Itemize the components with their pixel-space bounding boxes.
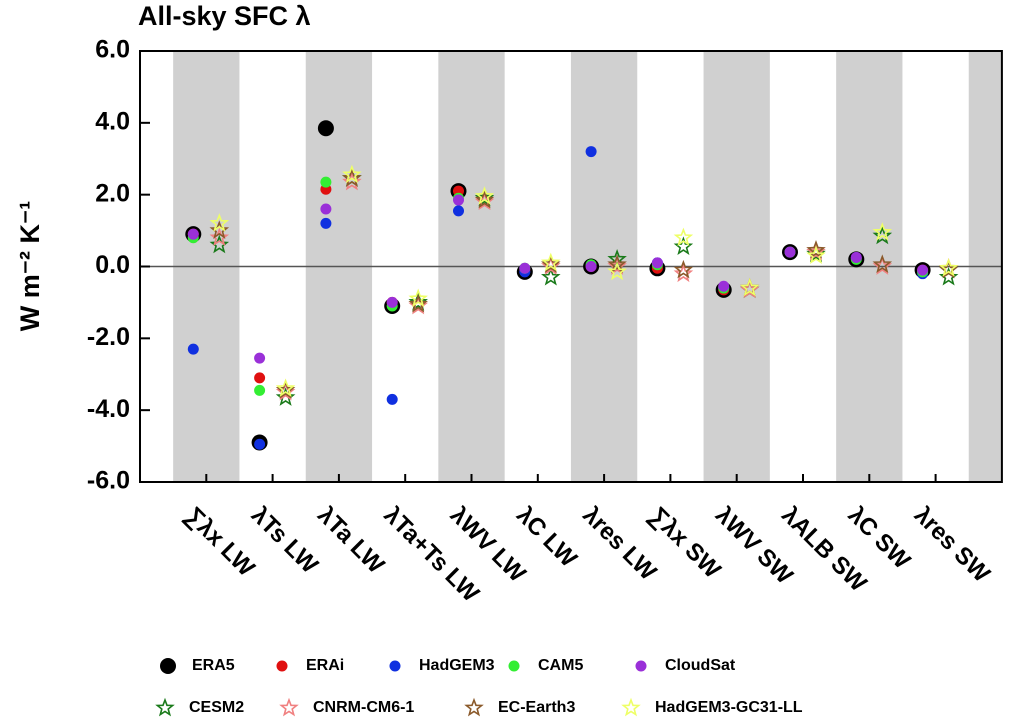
point [474,186,495,205]
point [784,246,796,258]
point [872,225,893,245]
point [386,296,398,308]
legend-marker [160,658,176,674]
point [386,393,398,405]
point [187,343,199,355]
legend-marker [464,697,484,717]
point [209,234,230,254]
point [673,259,694,279]
point [254,352,266,364]
y-tick-label: -2.0 [87,323,130,351]
point [607,261,627,281]
legend-label: CloudSat [665,657,736,674]
point [673,236,694,256]
point [408,293,428,313]
x-tick-label: λTa LW [312,502,389,579]
y-tick-label: -4.0 [87,395,130,423]
point [408,288,428,308]
legend-marker [508,660,520,672]
point [474,189,495,209]
point [938,267,959,286]
point [209,220,230,239]
point [585,261,597,272]
point [453,194,464,206]
point [254,384,266,396]
point [342,164,362,184]
point [541,252,561,272]
point [453,205,464,217]
legend-label: HadGEM3 [419,657,495,674]
y-tick-label: 0.0 [95,251,130,279]
y-tick-label: 2.0 [95,179,130,207]
point [209,213,230,232]
legend-marker [155,697,175,717]
point [320,217,332,229]
legend-label: CAM5 [538,657,583,674]
point [850,252,862,264]
legend-marker [279,697,299,717]
y-tick-label: 6.0 [95,36,130,64]
point [320,203,332,215]
point [342,171,362,191]
point [519,262,531,274]
point [872,254,893,274]
point [718,280,730,292]
legend-marker [635,660,647,672]
legend-label: HadGEM3-GC31-LL [655,699,803,716]
point [187,228,199,240]
point [938,258,959,277]
point [275,378,296,397]
point [254,372,266,384]
x-tick-label: λTs LW [246,502,323,579]
legend-marker [389,660,401,672]
legend-label: CNRM-CM6-1 [313,699,414,716]
legend-label: EC-Earth3 [498,699,575,716]
point [739,277,760,297]
point [541,267,561,286]
legend-label: ERA5 [192,657,235,674]
point [673,263,694,283]
x-tick-label: λres SW [909,502,995,588]
y-axis-label: W m⁻² K⁻¹ [15,201,45,331]
point [917,264,929,276]
legend-label: CESM2 [189,699,244,716]
point [317,120,334,137]
point [673,227,694,247]
chart-title: All-sky SFC λ [138,1,311,31]
point [651,257,663,269]
legend-label: ERAi [306,657,344,674]
point [254,438,266,450]
legend-marker [276,660,288,672]
point [209,227,230,247]
y-tick-label: -6.0 [87,467,130,495]
point [585,146,597,158]
legend-marker [621,697,641,717]
y-tick-label: 4.0 [95,107,130,135]
point [342,168,362,187]
point [806,245,826,265]
point [607,254,627,274]
point [806,240,826,259]
x-tick-label: ∑λx LW [180,502,260,582]
point [872,222,893,241]
point [320,176,332,188]
point [408,292,428,311]
point [275,387,296,406]
